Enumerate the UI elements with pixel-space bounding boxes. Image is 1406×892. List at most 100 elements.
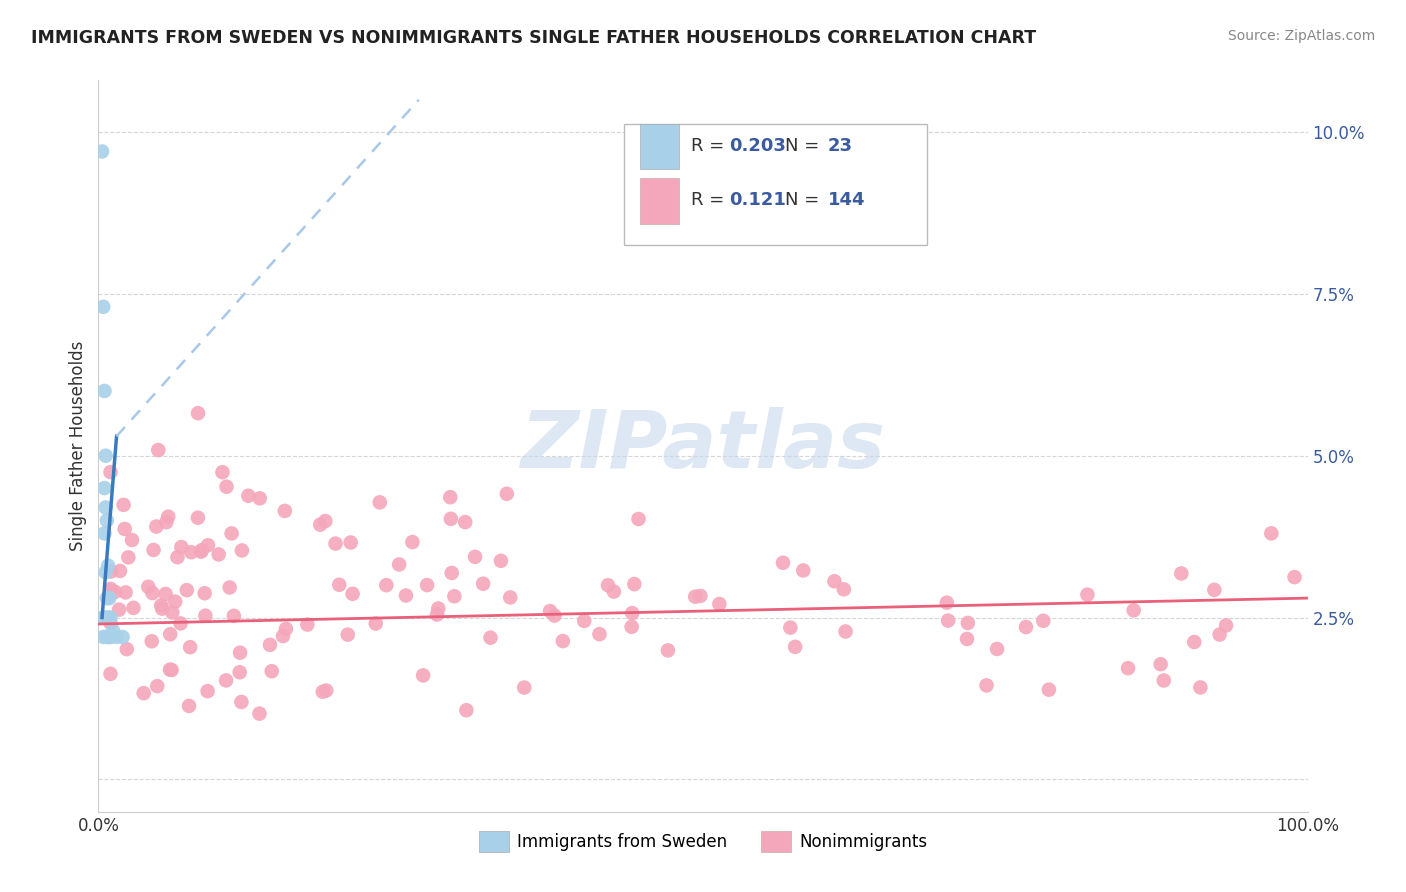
Point <box>121 533 143 547</box>
Point <box>145 519 167 533</box>
Point <box>271 629 294 643</box>
Point <box>956 615 979 630</box>
Point <box>112 498 135 512</box>
Point <box>779 621 801 635</box>
Point <box>823 574 845 589</box>
Point <box>231 543 253 558</box>
Point <box>543 608 565 623</box>
Y-axis label: Single Father Households: Single Father Households <box>69 341 87 551</box>
Point <box>364 616 387 631</box>
Point <box>162 606 184 620</box>
Point <box>155 587 177 601</box>
Text: 0.121: 0.121 <box>730 191 786 209</box>
Point <box>538 604 561 618</box>
Point <box>141 634 163 648</box>
Point <box>1189 681 1212 695</box>
Point <box>142 543 165 558</box>
Point <box>314 514 336 528</box>
Point <box>177 698 200 713</box>
Point <box>215 480 238 494</box>
Point <box>93 610 115 624</box>
Point <box>93 481 115 495</box>
Point <box>100 584 122 599</box>
Point <box>221 526 243 541</box>
Point <box>91 300 114 314</box>
Point <box>190 544 212 558</box>
Point <box>342 587 364 601</box>
Point <box>91 610 114 624</box>
Point <box>297 617 319 632</box>
Point <box>1116 661 1139 675</box>
Point <box>215 673 238 688</box>
Point <box>785 640 807 654</box>
Point <box>426 607 449 622</box>
Point <box>141 586 163 600</box>
Point <box>96 591 118 606</box>
Point <box>1215 618 1237 632</box>
Point <box>218 581 240 595</box>
Point <box>97 610 120 624</box>
Text: IMMIGRANTS FROM SWEDEN VS NONIMMIGRANTS SINGLE FATHER HOUSEHOLDS CORRELATION CHA: IMMIGRANTS FROM SWEDEN VS NONIMMIGRANTS … <box>31 29 1036 46</box>
Point <box>627 512 650 526</box>
Point <box>105 630 128 644</box>
Point <box>98 630 121 644</box>
Point <box>395 589 418 603</box>
Point <box>834 624 856 639</box>
Point <box>260 664 283 678</box>
Point <box>1038 682 1060 697</box>
Point <box>986 642 1008 657</box>
Point <box>709 597 731 611</box>
Point <box>115 642 138 657</box>
Point <box>100 582 122 596</box>
Point <box>439 490 461 504</box>
Point <box>274 504 297 518</box>
Point <box>1204 582 1226 597</box>
Point <box>170 540 193 554</box>
Point <box>97 558 120 573</box>
Point <box>1149 657 1171 672</box>
Point <box>211 465 233 479</box>
Point <box>208 548 231 562</box>
Point <box>104 585 127 599</box>
Point <box>339 535 361 549</box>
Point <box>191 543 214 558</box>
FancyBboxPatch shape <box>640 178 679 224</box>
Text: 144: 144 <box>828 191 865 209</box>
Text: R =: R = <box>690 136 730 154</box>
Point <box>169 616 191 631</box>
Point <box>551 634 574 648</box>
Point <box>179 640 201 655</box>
Point <box>832 582 855 597</box>
Point <box>108 564 131 578</box>
Point <box>122 600 145 615</box>
Text: Source: ZipAtlas.com: Source: ZipAtlas.com <box>1227 29 1375 43</box>
Point <box>160 663 183 677</box>
Point <box>100 666 122 681</box>
Point <box>1260 526 1282 541</box>
Point <box>325 536 347 550</box>
Point <box>1032 614 1054 628</box>
Point <box>1015 620 1038 634</box>
Point <box>388 558 411 572</box>
Point <box>472 576 495 591</box>
Text: R =: R = <box>690 191 730 209</box>
Point <box>114 585 136 599</box>
Point <box>464 549 486 564</box>
Point <box>101 624 124 638</box>
Point <box>166 550 188 565</box>
Point <box>1122 603 1144 617</box>
Point <box>100 630 122 644</box>
Point <box>416 578 439 592</box>
Point <box>93 384 115 398</box>
Point <box>100 465 122 479</box>
Point <box>94 566 117 580</box>
Point <box>956 632 979 646</box>
Point <box>1284 570 1306 584</box>
Point <box>150 599 173 613</box>
Point <box>936 614 959 628</box>
Point <box>148 443 170 458</box>
Point <box>375 578 398 592</box>
Point <box>443 589 465 603</box>
Point <box>194 586 217 600</box>
Point <box>155 515 177 529</box>
